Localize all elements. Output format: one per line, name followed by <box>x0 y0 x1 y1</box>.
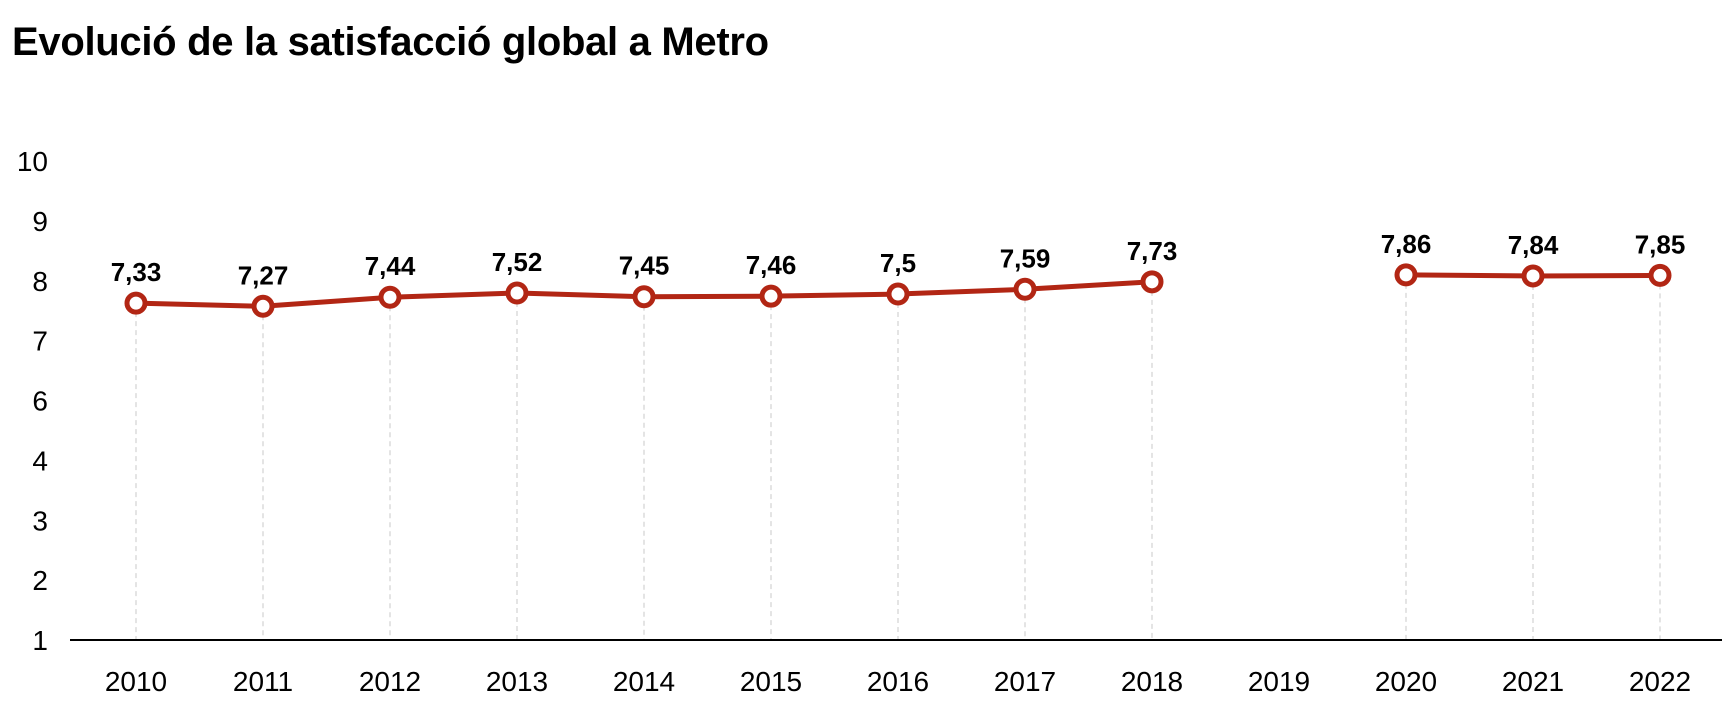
x-tick-label: 2018 <box>1121 666 1183 697</box>
y-tick-label: 10 <box>17 146 48 177</box>
data-point <box>124 291 148 315</box>
data-label: 7,45 <box>619 251 670 281</box>
data-label: 7,5 <box>880 248 916 278</box>
y-tick-label: 2 <box>32 565 48 596</box>
data-point <box>1648 263 1672 287</box>
x-tick-label: 2017 <box>994 666 1056 697</box>
data-point <box>505 281 529 305</box>
data-point <box>1521 264 1545 288</box>
x-tick-label: 2020 <box>1375 666 1437 697</box>
x-axis: 2010 2011 2012 2013 2014 2015 2016 2017 2018 2019… <box>105 666 1691 697</box>
y-tick-label: 4 <box>32 445 48 476</box>
x-tick-label: 2016 <box>867 666 929 697</box>
data-label: 7,46 <box>746 250 797 280</box>
x-tick-label: 2015 <box>740 666 802 697</box>
chart-title: Evolució de la satisfacció global a Metr… <box>12 20 769 64</box>
series-points <box>124 263 1672 318</box>
x-tick-label: 2014 <box>613 666 675 697</box>
y-tick-label: 7 <box>32 326 48 357</box>
data-point <box>886 282 910 306</box>
data-point <box>759 284 783 308</box>
data-point <box>1140 270 1164 294</box>
y-tick-label: 1 <box>32 625 48 656</box>
data-label: 7,59 <box>1000 243 1051 273</box>
data-label: 7,52 <box>492 247 543 277</box>
data-label: 7,73 <box>1127 236 1178 266</box>
y-tick-label: 6 <box>32 386 48 417</box>
x-tick-label: 2021 <box>1502 666 1564 697</box>
data-label: 7,27 <box>238 260 289 290</box>
y-axis: 1 2 3 4 6 7 8 9 10 <box>17 146 48 656</box>
data-label: 7,33 <box>111 257 162 287</box>
x-tick-label: 2012 <box>359 666 421 697</box>
x-tick-label: 2011 <box>233 666 293 697</box>
y-tick-label: 9 <box>32 206 48 237</box>
data-point <box>378 285 402 309</box>
x-tick-label: 2010 <box>105 666 167 697</box>
y-tick-label: 3 <box>32 505 48 536</box>
data-labels: 7,33 7,27 7,44 7,52 7,45 7,46 7,5 7,59 7,73 7,86 7… <box>111 229 1686 290</box>
data-point <box>251 294 275 318</box>
data-label: 7,85 <box>1635 229 1686 259</box>
y-tick-label: 8 <box>32 266 48 297</box>
data-point <box>1394 263 1418 287</box>
data-label: 7,44 <box>365 251 416 281</box>
vertical-gridlines <box>135 274 1661 640</box>
data-label: 7,86 <box>1381 229 1432 259</box>
data-point <box>1013 277 1037 301</box>
x-tick-label: 2022 <box>1629 666 1691 697</box>
x-tick-label: 2013 <box>486 666 548 697</box>
data-label: 7,84 <box>1508 230 1559 260</box>
data-point <box>632 285 656 309</box>
x-tick-label: 2019 <box>1248 666 1310 697</box>
